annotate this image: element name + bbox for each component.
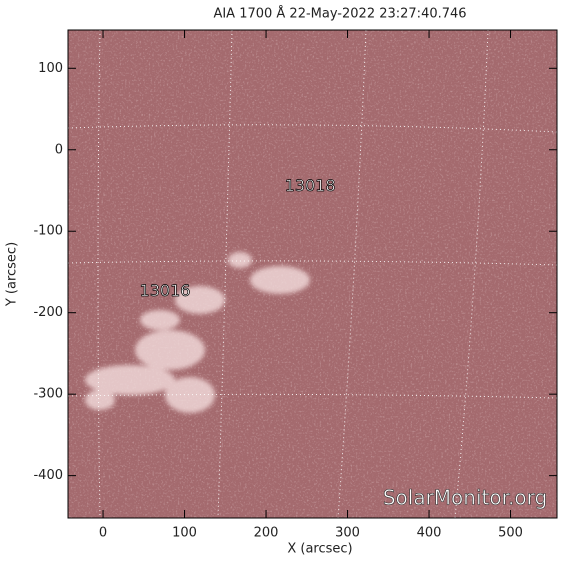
y-tick-label: -200 [33,305,63,320]
image-texture [68,30,557,518]
y-tick-label: 0 [55,142,63,157]
x-axis-label: X (arcsec) [287,542,352,557]
y-tick-label: -300 [33,387,63,402]
region-label: 13016 [140,281,191,300]
plot-frame [67,29,558,519]
region-label: 13018 [285,176,336,195]
x-tick-label: 300 [335,526,360,541]
watermark: SolarMonitor.org [383,486,547,510]
x-tick-label: 0 [99,526,107,541]
chart-title: AIA 1700 Å 22-May-2022 23:27:40.746 [213,6,466,22]
x-tick-label: 400 [417,526,442,541]
x-tick-label: 500 [498,526,523,541]
y-tick-label: 100 [38,61,63,76]
x-tick-label: 100 [172,526,197,541]
y-tick-label: -400 [33,468,63,483]
y-axis-label: Y (arcsec) [5,242,20,307]
x-tick-label: 200 [254,526,279,541]
y-tick-label: -100 [33,224,63,239]
